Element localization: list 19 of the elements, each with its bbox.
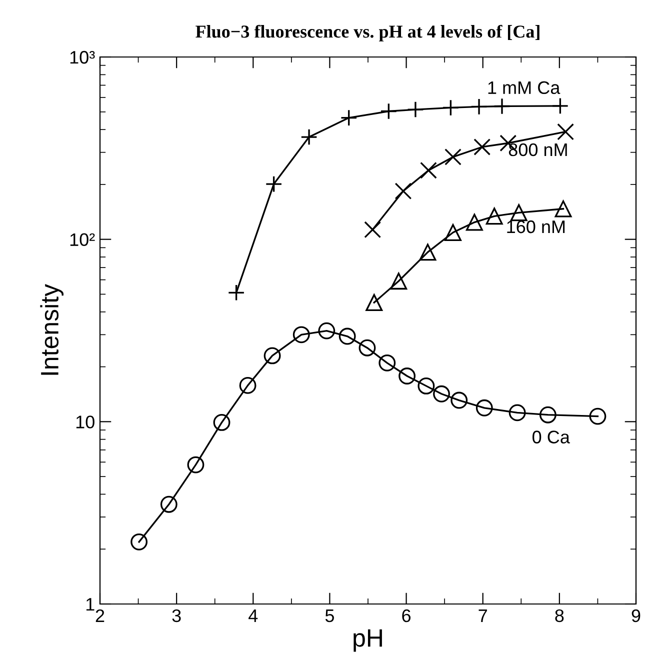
y-tick-label: 10²: [70, 233, 95, 246]
x-tick-label: 4: [248, 610, 258, 622]
series-label: 800 nM: [508, 143, 567, 156]
y-tick-label: 1: [86, 598, 94, 611]
series-label: 160 nM: [507, 220, 565, 234]
x-tick-label: 9: [632, 609, 640, 622]
x-tick-label: 5: [325, 610, 334, 622]
x-tick-label: 6: [402, 609, 411, 622]
legend-label: 1 mM Ca: [488, 81, 560, 94]
y-axis-title: Intensity: [40, 284, 64, 375]
y-tick-label: 10: [76, 416, 94, 428]
x-tick-label: 2: [96, 609, 104, 622]
x-tick-label: 7: [478, 610, 487, 622]
x-tick-label: 3: [172, 609, 181, 622]
x-tick-label: 8: [555, 609, 564, 622]
chart-title: Fluo−3 fluorescence vs. pH at 4 levels of [Ca]: [196, 24, 540, 42]
x-axis-title: pH: [354, 629, 382, 652]
y-tick-label: 10³: [70, 50, 95, 64]
series-label: 0 Ca: [532, 430, 570, 444]
